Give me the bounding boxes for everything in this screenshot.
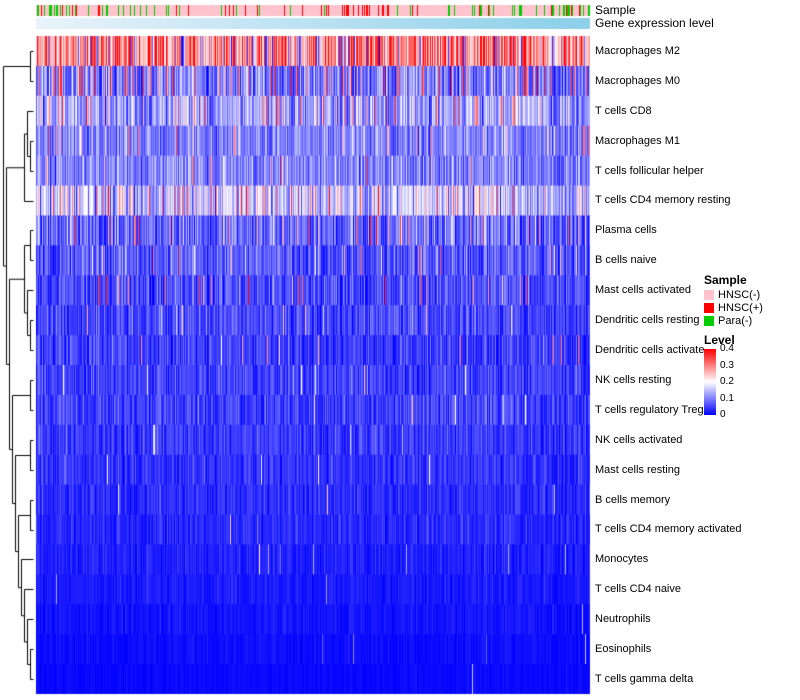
level-tick: 0 <box>720 409 726 420</box>
legend-level-title: Level <box>704 333 735 347</box>
row-label: Plasma cells <box>595 224 657 237</box>
level-tick: 0.4 <box>720 343 734 354</box>
row-label: T cells regulatory Tregs <box>595 403 710 416</box>
row-label: Macrophages M1 <box>595 134 680 147</box>
row-label: Monocytes <box>595 553 649 566</box>
row-label: B cells memory <box>595 493 671 506</box>
annotation-sample-label: Sample <box>595 3 636 17</box>
legend-item-hnsc-negative: HNSC(-) <box>704 289 763 301</box>
level-legend: 0.4 0.3 0.2 0.1 0 <box>704 344 763 420</box>
row-label: Mast cells activated <box>595 284 691 297</box>
row-label: Mast cells resting <box>595 463 680 476</box>
row-label: T cells CD4 naive <box>595 583 681 596</box>
row-label: T cells CD4 memory activated <box>595 523 742 536</box>
row-label: Macrophages M0 <box>595 74 680 87</box>
legend-item-label: Para(-) <box>718 315 753 327</box>
row-label: Dendritic cells resting <box>595 314 700 327</box>
row-label: T cells CD8 <box>595 104 652 117</box>
row-label: Dendritic cells activated <box>595 344 711 357</box>
row-label: NK cells activated <box>595 433 683 446</box>
row-label: B cells naive <box>595 254 657 267</box>
level-ticks: 0.4 0.3 0.2 0.1 0 <box>720 344 734 420</box>
legend-sample-title: Sample <box>704 273 747 287</box>
legend-item-hnsc-positive: HNSC(+) <box>704 302 763 314</box>
heatmap-canvas <box>0 0 600 700</box>
swatch-hnsc-negative <box>704 290 714 300</box>
annotation-gene-label: Gene expression level <box>595 16 714 30</box>
level-tick: 0.2 <box>720 376 734 387</box>
level-gradient-bar <box>704 349 716 415</box>
row-label: Neutrophils <box>595 613 651 626</box>
row-label: T cells CD4 memory resting <box>595 194 731 207</box>
legend-item-label: HNSC(-) <box>718 289 761 301</box>
legend: Sample HNSC(-) HNSC(+) Para(-) Level 0.4… <box>704 274 763 420</box>
row-label: T cells follicular helper <box>595 164 704 177</box>
legend-item-para-negative: Para(-) <box>704 315 763 327</box>
swatch-hnsc-positive <box>704 303 714 313</box>
row-label: NK cells resting <box>595 373 672 386</box>
level-tick: 0.3 <box>720 359 734 371</box>
row-label: Eosinophils <box>595 643 652 656</box>
level-tick: 0.1 <box>720 392 734 404</box>
row-label: T cells gamma delta <box>595 672 694 685</box>
row-label: Macrophages M2 <box>595 44 680 57</box>
swatch-para-negative <box>704 316 714 326</box>
row-labels: Macrophages M2 Macrophages M0 T cells CD… <box>595 36 795 694</box>
legend-item-label: HNSC(+) <box>718 302 763 314</box>
